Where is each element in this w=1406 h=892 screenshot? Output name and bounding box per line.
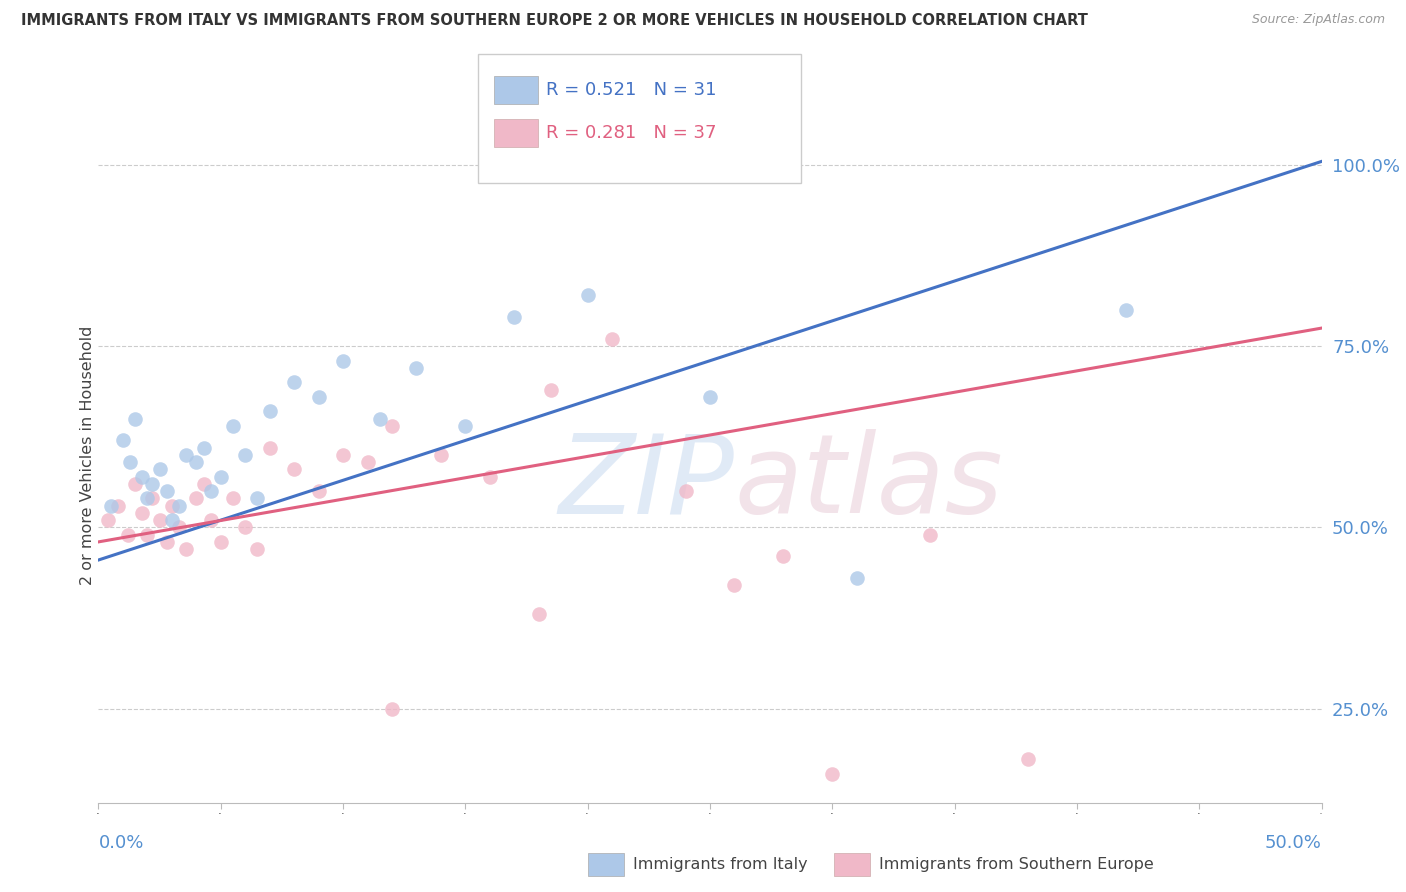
Point xyxy=(193,441,215,455)
Y-axis label: 2 or more Vehicles in Household: 2 or more Vehicles in Household xyxy=(80,326,94,584)
Point xyxy=(117,527,139,541)
Point xyxy=(233,520,256,534)
Point xyxy=(1115,303,1137,318)
Point xyxy=(845,571,868,585)
Text: atlas: atlas xyxy=(734,429,1002,536)
Point xyxy=(120,455,142,469)
Point xyxy=(193,476,215,491)
Point xyxy=(156,535,179,549)
Point xyxy=(600,332,623,346)
Point xyxy=(149,462,172,476)
Point xyxy=(821,766,844,781)
Point xyxy=(186,455,208,469)
Point xyxy=(160,499,183,513)
Point xyxy=(131,469,153,483)
Point xyxy=(381,419,404,434)
Point xyxy=(149,513,172,527)
Point xyxy=(405,361,427,376)
Text: 50.0%: 50.0% xyxy=(1265,834,1322,852)
Point xyxy=(699,390,721,404)
Point xyxy=(156,484,179,499)
Point xyxy=(97,513,120,527)
Point xyxy=(308,484,330,499)
Point xyxy=(246,542,269,557)
Point xyxy=(920,527,942,541)
Point xyxy=(246,491,269,506)
Point xyxy=(478,469,501,483)
Point xyxy=(136,491,159,506)
Point xyxy=(723,578,745,592)
Point xyxy=(332,448,354,462)
Point xyxy=(576,288,599,302)
Point xyxy=(176,448,198,462)
Text: ZIP: ZIP xyxy=(558,429,734,536)
Point xyxy=(124,411,146,425)
Point xyxy=(222,491,245,506)
Point xyxy=(167,520,190,534)
Point xyxy=(454,419,477,434)
Point xyxy=(200,484,222,499)
Point xyxy=(772,549,794,564)
Point xyxy=(259,404,281,418)
Text: Source: ZipAtlas.com: Source: ZipAtlas.com xyxy=(1251,13,1385,27)
Text: R = 0.521   N = 31: R = 0.521 N = 31 xyxy=(546,81,716,99)
Point xyxy=(283,462,305,476)
Point xyxy=(200,513,222,527)
Point xyxy=(136,527,159,541)
Point xyxy=(209,469,232,483)
Point xyxy=(675,484,697,499)
Point xyxy=(209,535,232,549)
Point xyxy=(540,383,562,397)
Point xyxy=(222,419,245,434)
Point xyxy=(186,491,208,506)
Point xyxy=(503,310,526,325)
Text: R = 0.281   N = 37: R = 0.281 N = 37 xyxy=(546,124,716,142)
Point xyxy=(111,434,134,448)
Point xyxy=(527,607,550,622)
Point xyxy=(283,376,305,390)
Point xyxy=(233,448,256,462)
Point xyxy=(107,499,129,513)
Point xyxy=(124,476,146,491)
Point xyxy=(131,506,153,520)
Point xyxy=(430,448,453,462)
Point xyxy=(356,455,378,469)
Point xyxy=(141,491,163,506)
Point xyxy=(100,499,122,513)
Text: 0.0%: 0.0% xyxy=(98,834,143,852)
Text: Immigrants from Italy: Immigrants from Italy xyxy=(633,857,807,871)
Point xyxy=(381,701,404,715)
Text: IMMIGRANTS FROM ITALY VS IMMIGRANTS FROM SOUTHERN EUROPE 2 OR MORE VEHICLES IN H: IMMIGRANTS FROM ITALY VS IMMIGRANTS FROM… xyxy=(21,13,1088,29)
Text: Immigrants from Southern Europe: Immigrants from Southern Europe xyxy=(879,857,1153,871)
Point xyxy=(167,499,190,513)
Point xyxy=(141,476,163,491)
Point xyxy=(368,411,391,425)
Point xyxy=(176,542,198,557)
Point xyxy=(1017,752,1039,766)
Point xyxy=(160,513,183,527)
Point xyxy=(332,353,354,368)
Point xyxy=(259,441,281,455)
Point xyxy=(308,390,330,404)
